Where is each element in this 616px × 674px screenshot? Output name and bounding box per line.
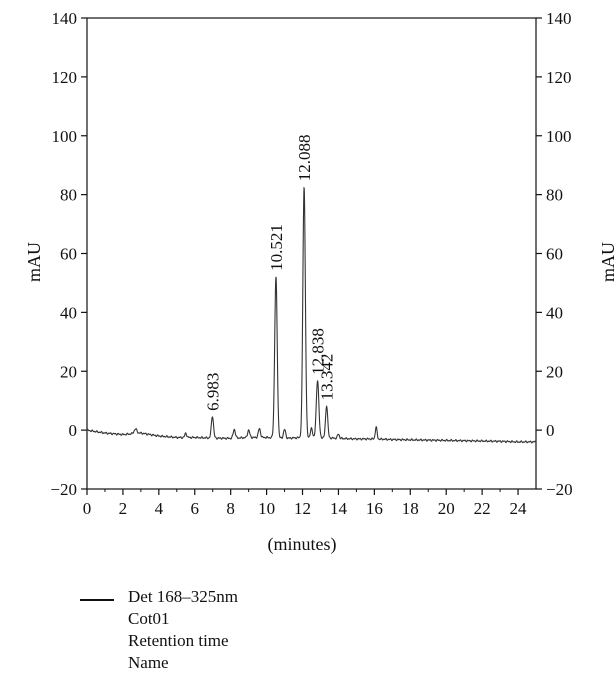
legend-detector: Det 168–325nm <box>128 587 239 606</box>
x-tick-label: 12 <box>294 499 311 518</box>
x-tick-label: 22 <box>474 499 491 518</box>
x-axis-title: (minutes) <box>268 534 337 555</box>
y-tick-label-right: 40 <box>546 303 563 322</box>
peak-label: 13.342 <box>318 354 337 401</box>
y-axis-title-right: mAU <box>598 242 616 282</box>
y-tick-label-right: 140 <box>546 9 572 28</box>
y-tick-label-right: 60 <box>546 245 563 264</box>
legend-sample: Cot01 <box>128 609 170 628</box>
y-tick-label-left: 0 <box>69 421 78 440</box>
legend-retention-time: Retention time <box>128 631 229 650</box>
x-tick-label: 14 <box>330 499 348 518</box>
y-tick-label-right: −20 <box>546 480 573 499</box>
x-tick-label: 18 <box>402 499 419 518</box>
y-axis-left: −20 0 20 40 60 80 100 120 140 <box>50 9 87 499</box>
y-tick-label-left: −20 <box>50 480 77 499</box>
y-tick-label-left: 60 <box>60 245 77 264</box>
x-tick-label: 24 <box>510 499 528 518</box>
y-axis-right: −20 0 20 40 60 80 100 120 140 <box>536 9 573 499</box>
x-tick-label: 8 <box>226 499 235 518</box>
legend-text: Det 168–325nm Cot01 Retention time Name <box>128 586 428 674</box>
y-tick-label-right: 0 <box>546 421 555 440</box>
x-tick-label: 20 <box>438 499 455 518</box>
x-tick-label: 2 <box>119 499 128 518</box>
y-tick-label-left: 140 <box>52 9 78 28</box>
legend-name: Name <box>128 653 169 672</box>
chromatogram-trace <box>86 186 537 444</box>
y-tick-label-right: 80 <box>546 186 563 205</box>
peak-label: 6.983 <box>203 373 222 411</box>
y-axis-title-left: mAU <box>24 242 44 282</box>
peak-label: 12.088 <box>295 135 314 182</box>
x-tick-label: 4 <box>155 499 164 518</box>
y-tick-label-right: 120 <box>546 68 572 87</box>
x-tick-label: 16 <box>366 499 383 518</box>
x-tick-label: 6 <box>191 499 200 518</box>
plot-frame <box>86 17 537 490</box>
plot-area-border <box>86 17 537 490</box>
y-tick-label-right: 100 <box>546 127 572 146</box>
trace-group <box>86 186 537 444</box>
y-tick-label-right: 20 <box>546 362 563 381</box>
y-tick-label-left: 100 <box>52 127 78 146</box>
x-tick-label: 0 <box>83 499 92 518</box>
y-tick-label-left: 80 <box>60 186 77 205</box>
y-tick-label-left: 120 <box>52 68 78 87</box>
peak-label: 12.838 <box>309 328 328 375</box>
x-axis: 0 2 4 6 8 10 12 14 16 18 20 22 24 <box>83 489 527 518</box>
y-tick-label-left: 20 <box>60 362 77 381</box>
legend-line-swatch <box>80 599 114 601</box>
y-tick-label-left: 40 <box>60 303 77 322</box>
x-tick-label: 10 <box>258 499 275 518</box>
peak-label: 10.521 <box>267 224 286 271</box>
